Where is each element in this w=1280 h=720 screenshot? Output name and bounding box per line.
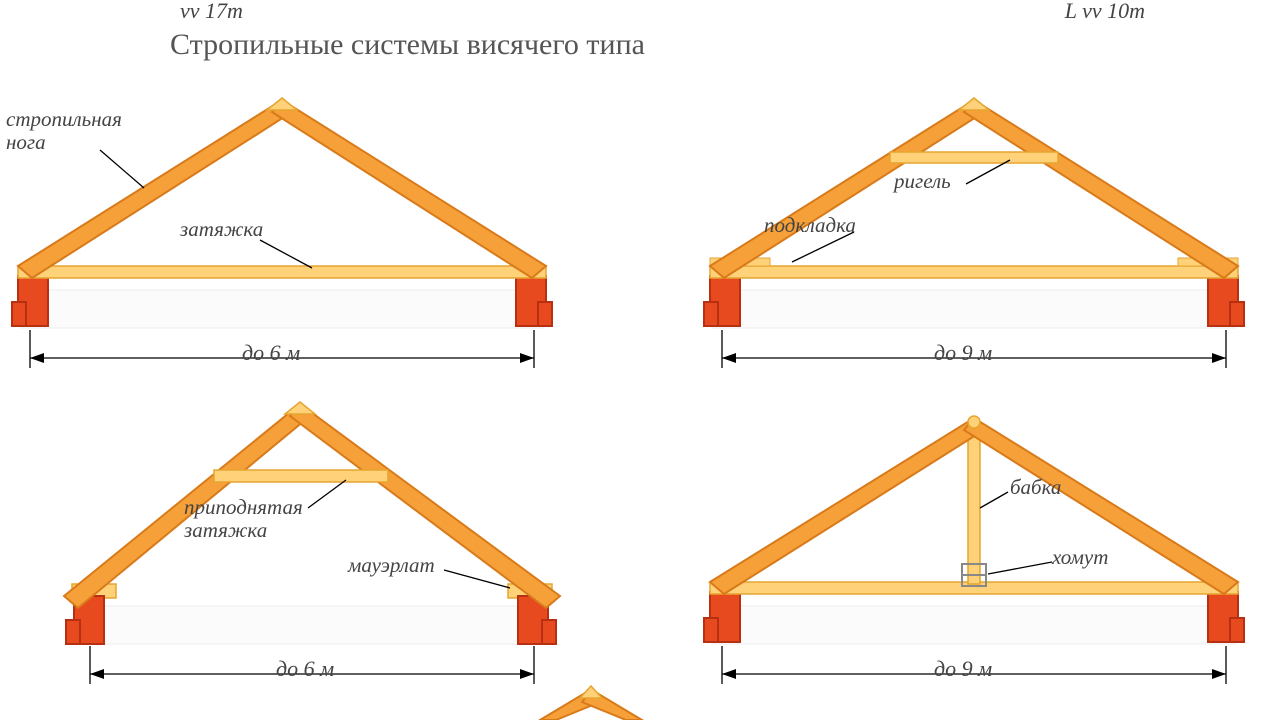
label-clamp: хомут [1052, 546, 1108, 569]
support-left [704, 276, 740, 326]
leader-kingpost [980, 492, 1008, 508]
rafter-right [964, 100, 1238, 278]
apex-plate [267, 98, 297, 110]
support-right [1208, 592, 1244, 642]
dim-c: до 6 м [276, 656, 334, 682]
rafter-right [272, 100, 546, 278]
support-right [516, 276, 552, 326]
diagram-c [12, 396, 572, 694]
leader-tie [260, 240, 312, 268]
king-post [968, 426, 980, 584]
support-left [704, 592, 740, 642]
leader-clamp [988, 562, 1052, 574]
label-kingpost: бабка [1010, 476, 1061, 499]
diagram-d [704, 396, 1264, 694]
rafter-left [710, 418, 984, 594]
leader-raised [308, 480, 346, 508]
apex-joint [968, 416, 980, 428]
raised-tie [214, 470, 388, 482]
label-pad: подкладка [764, 214, 856, 237]
support-left [12, 276, 48, 326]
tie-beam [18, 266, 546, 278]
apex-plate [959, 98, 989, 110]
label-rafter: стропильная нога [6, 108, 122, 154]
rafter-right [290, 404, 560, 608]
label-collar: ригель [894, 170, 951, 193]
label-mauerlat: мауэрлат [348, 554, 435, 577]
dim-d: до 9 м [934, 656, 992, 682]
support-right [1208, 276, 1244, 326]
collar-tie [890, 152, 1058, 163]
label-raised-tie: приподнятая затяжка [184, 496, 303, 542]
label-tie: затяжка [180, 218, 263, 241]
panel-a: стропильная нога затяжка до 6 м [12, 80, 572, 378]
panel-b: ригель подкладка до 9 м [704, 80, 1264, 378]
page-title: Стропильные системы висячего типа [170, 28, 645, 62]
dim-a: до 6 м [242, 340, 300, 366]
top-fragment-left: vv 17m [180, 0, 243, 24]
panel-c: приподнятая затяжка мауэрлат до 6 м [12, 396, 572, 694]
top-fragment-right: L vv 10m [1065, 0, 1145, 24]
panel-d: бабка хомут до 9 м [704, 396, 1264, 694]
dim-b: до 9 м [934, 340, 992, 366]
apex-plate [285, 402, 315, 414]
tie-beam [710, 266, 1238, 278]
leader-rafter [100, 150, 144, 188]
